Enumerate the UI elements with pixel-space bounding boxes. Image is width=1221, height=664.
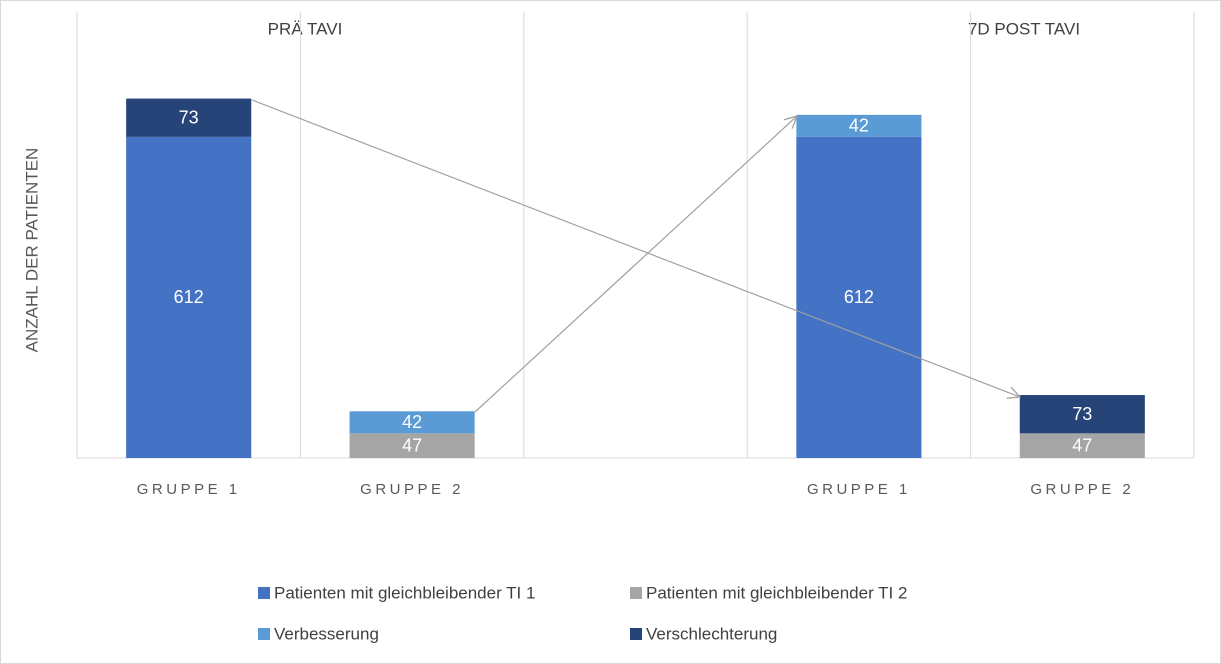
data-label: 73 <box>1072 404 1092 424</box>
bar-segment <box>796 136 922 458</box>
x-tick-label: GRUPPE 2 <box>1030 481 1134 498</box>
arrow <box>251 99 1020 397</box>
data-label: 42 <box>849 116 869 136</box>
data-label: 612 <box>174 287 204 307</box>
data-label: 42 <box>402 412 422 432</box>
data-label: 47 <box>1072 435 1092 455</box>
bar-segment <box>1019 395 1145 434</box>
x-tick-label: GRUPPE 1 <box>137 481 241 498</box>
legend-label: Patienten mit gleichbleibender TI 2 <box>646 583 907 602</box>
legend-swatch <box>630 628 642 640</box>
legend-swatch <box>258 628 270 640</box>
legend-label: Patienten mit gleichbleibender TI 1 <box>274 583 535 602</box>
group-label: PRÄ TAVI <box>268 19 343 38</box>
data-label: 73 <box>179 107 199 127</box>
legend-label: Verbesserung <box>274 624 379 643</box>
bar-segment <box>126 98 252 137</box>
legend-swatch <box>258 587 270 599</box>
arrow <box>474 116 797 413</box>
bar-segment <box>1019 433 1145 458</box>
data-label: 612 <box>844 287 874 307</box>
x-tick-label: GRUPPE 1 <box>807 481 911 498</box>
bar-segment <box>349 411 475 434</box>
x-tick-label: GRUPPE 2 <box>360 481 464 498</box>
legend-label: Verschlechterung <box>646 624 777 643</box>
y-axis-label: ANZAHL DER PATIENTEN <box>22 148 41 353</box>
bar-segment <box>796 114 922 137</box>
legend-swatch <box>630 587 642 599</box>
data-label: 47 <box>402 435 422 455</box>
bar-segment <box>126 136 252 458</box>
bar-segment <box>349 433 475 458</box>
group-label: 7D POST TAVI <box>968 19 1080 38</box>
